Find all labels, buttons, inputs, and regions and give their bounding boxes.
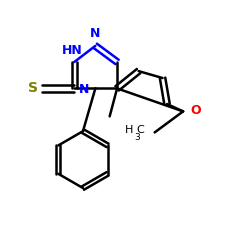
- Text: C: C: [137, 126, 144, 136]
- Text: HN: HN: [62, 44, 82, 57]
- Text: H: H: [125, 126, 134, 136]
- Text: N: N: [90, 27, 101, 40]
- Text: N: N: [79, 83, 89, 96]
- Text: S: S: [28, 82, 38, 96]
- Text: O: O: [190, 104, 201, 117]
- Text: 3: 3: [134, 133, 140, 142]
